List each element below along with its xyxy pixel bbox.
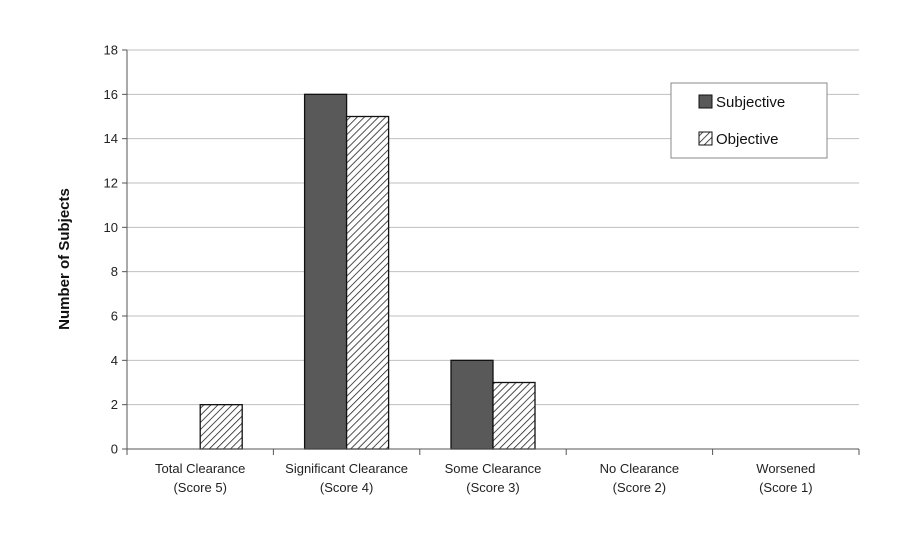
x-category-label: (Score 5)	[173, 480, 226, 495]
x-category-label: (Score 4)	[320, 480, 373, 495]
legend-box	[670, 82, 828, 159]
bar-objective-1	[345, 115, 390, 450]
x-category-label: (Score 2)	[613, 480, 666, 495]
y-tick-label: 8	[111, 264, 118, 279]
y-axis-title: Number of Subjects	[56, 188, 73, 330]
y-tick-label: 6	[111, 309, 118, 324]
y-tick-label: 2	[111, 397, 118, 412]
y-axis-ticks: 0 2 4 6 8 10 12 14 16 18	[104, 43, 127, 457]
x-category-label: Total Clearance	[155, 461, 245, 476]
y-tick-label: 0	[111, 442, 118, 457]
x-category-label: Worsened	[756, 461, 815, 476]
bar-subjective-2	[450, 359, 494, 450]
bar-objective-0	[199, 404, 243, 450]
legend-swatch-subjective	[698, 94, 713, 109]
bars	[199, 93, 536, 450]
x-category-label: No Clearance	[600, 461, 680, 476]
axes	[126, 50, 860, 455]
y-tick-label: 12	[104, 176, 118, 191]
x-category-label: Significant Clearance	[285, 461, 408, 476]
legend-label-objective: Objective	[716, 131, 779, 148]
legend-swatch-objective	[698, 131, 713, 146]
y-tick-label: 18	[104, 43, 118, 58]
x-category-label: (Score 1)	[759, 480, 812, 495]
y-tick-label: 4	[111, 353, 118, 368]
x-category-label: (Score 3)	[466, 480, 519, 495]
legend: Subjective Objective	[670, 82, 828, 159]
bar-subjective-1	[303, 93, 348, 450]
x-category-label: Some Clearance	[445, 461, 542, 476]
y-tick-label: 14	[104, 131, 118, 146]
y-tick-label: 10	[104, 220, 118, 235]
legend-label-subjective: Subjective	[716, 94, 785, 111]
bar-objective-2	[492, 381, 536, 450]
x-axis-labels: Total Clearance (Score 5) Significant Clea…	[155, 461, 815, 495]
y-tick-label: 16	[104, 87, 118, 102]
gridlines	[127, 49, 859, 406]
